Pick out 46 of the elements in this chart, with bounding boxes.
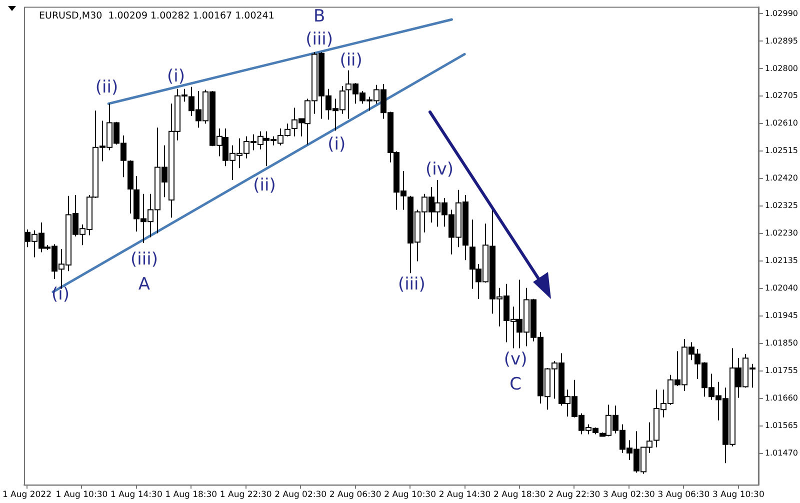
y-tick-label: 1.01565 (764, 420, 798, 430)
y-tick-label: 1.02420 (764, 174, 798, 183)
annotation: (iii) (398, 274, 426, 294)
y-tick-label: 1.02040 (764, 284, 798, 293)
y-tick-label: 1.02705 (764, 91, 798, 100)
chart-title: EURUSD,M30 1.00209 1.00282 1.00167 1.00241 (39, 10, 274, 22)
annotation: (i) (52, 284, 70, 304)
annotation: (iv) (426, 160, 454, 180)
annotation: (ii) (253, 175, 276, 196)
x-tick-label: 1 Aug 22:30 (220, 490, 272, 500)
annotation: (ii) (340, 50, 362, 71)
x-tick-label: 2 Aug 22:30 (548, 490, 600, 500)
y-tick-label: 1.01470 (764, 448, 798, 458)
y-tick-label: 1.02135 (764, 256, 798, 266)
x-tick-label: 3 Aug 02:30 (602, 490, 655, 500)
x-tick-label: 1 Aug 14:30 (110, 490, 162, 500)
annotation: (i) (166, 66, 185, 87)
x-tick-label: 1 Aug 10:30 (56, 490, 108, 500)
x-tick-label: 1 Aug 18:30 (165, 490, 218, 500)
annotation: A (138, 274, 150, 294)
annotation: B (313, 6, 326, 26)
y-tick-label: 1.02515 (764, 146, 798, 156)
x-tick-label: 2 Aug 14:30 (438, 490, 491, 500)
x-tick-label: 3 Aug 10:30 (712, 490, 764, 500)
x-tick-label: 2 Aug 10:30 (384, 490, 436, 500)
y-tick-label: 1.01945 (764, 311, 798, 320)
annotation: (ii) (95, 77, 118, 98)
y-tick-label: 1.02990 (764, 8, 798, 18)
annotation: (iii) (306, 30, 334, 50)
annotation: (iii) (130, 250, 158, 270)
x-tick-label: 3 Aug 06:30 (658, 490, 710, 500)
y-tick-label: 1.01755 (764, 366, 798, 375)
x-tick-label: 2 Aug 18:30 (494, 490, 546, 500)
y-tick-label: 1.02610 (764, 118, 798, 128)
x-tick-label: 1 Aug 2022 (2, 490, 52, 500)
y-tick-label: 1.02895 (764, 36, 798, 46)
y-tick-label: 1.01850 (764, 338, 798, 348)
y-tick-label: 1.02800 (764, 64, 798, 73)
y-tick-label: 1.02325 (764, 201, 798, 210)
y-tick-label: 1.02230 (764, 228, 798, 238)
annotation: C (510, 374, 522, 394)
x-tick-label: 2 Aug 06:30 (329, 490, 382, 500)
y-tick-label: 1.01660 (764, 393, 798, 402)
annotation: (i) (328, 134, 346, 155)
x-tick-label: 2 Aug 02:30 (274, 490, 327, 500)
annotation: (v) (504, 350, 528, 370)
